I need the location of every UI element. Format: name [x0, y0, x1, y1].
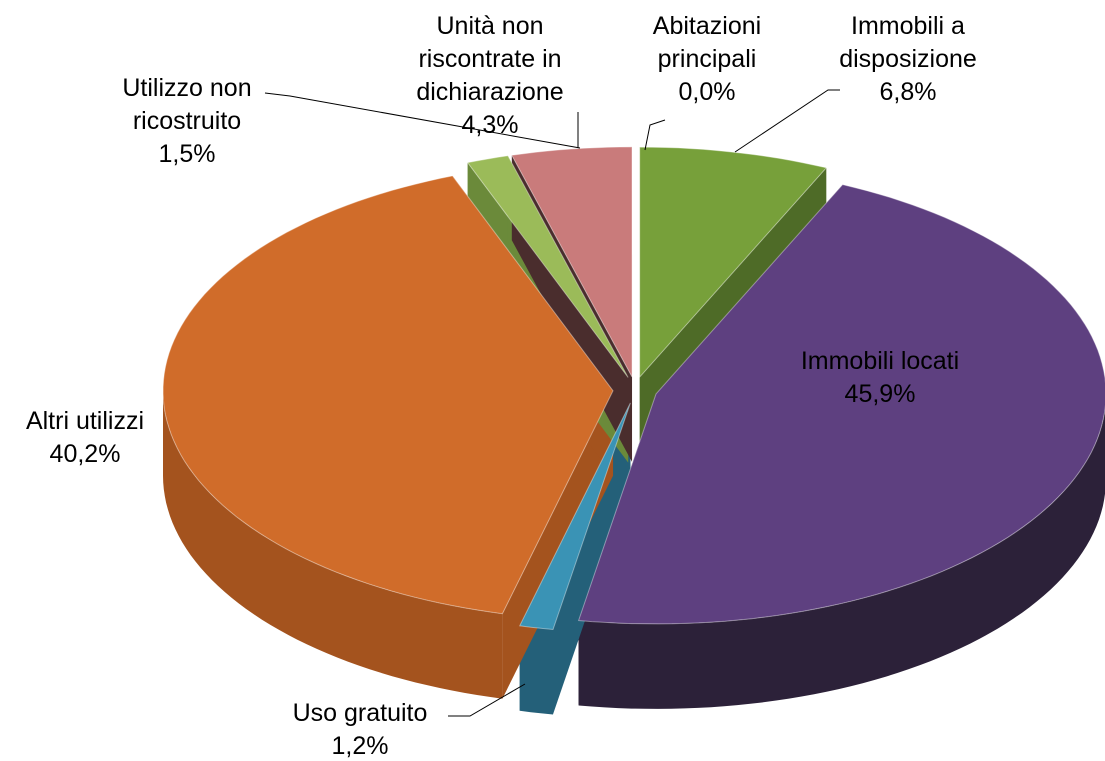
label-value: 1,5% [158, 140, 216, 168]
leader-line [734, 89, 840, 153]
label-name: Uso gratuito [292, 699, 428, 727]
slice-top [639, 146, 828, 379]
leader-line [264, 92, 581, 149]
slice-side [163, 390, 503, 699]
slice-side [578, 408, 1105, 709]
label-name: Altri utilizzi [25, 407, 145, 435]
label-name: Immobili a disposizione [839, 12, 977, 73]
label-name: Unità non riscontrate in dichiarazione [416, 12, 564, 106]
label-name: Immobili locati [800, 347, 960, 375]
slice-top [511, 146, 633, 378]
label: Immobili a disposizione 6,8% [818, 10, 998, 109]
label-value: 0,0% [678, 78, 736, 106]
label-value: 45,9% [844, 380, 916, 408]
label: Altri utilizzi 40,2% [0, 405, 170, 471]
label-name: Utilizzo non ricostruito [122, 74, 252, 135]
label-value: 40,2% [49, 440, 121, 468]
label-value: 1,2% [331, 732, 389, 760]
label: Unità non riscontrate in dichiarazione 4,… [390, 10, 590, 142]
leader-line [644, 119, 666, 151]
slice-top [162, 175, 614, 615]
slice-top [518, 402, 631, 631]
label: Uso gratuito 1,2% [260, 697, 460, 761]
label: Utilizzo non ricostruito 1,5% [97, 72, 277, 171]
tops [162, 146, 1105, 631]
slice-top [577, 184, 1105, 625]
slice-side [519, 625, 553, 715]
slice-top [466, 155, 629, 378]
label-value: 6,8% [879, 78, 937, 106]
leaders [264, 89, 840, 717]
leader-line [448, 683, 526, 717]
label: Immobili locati 45,9% [755, 345, 1005, 411]
label: Abitazioni principali 0,0% [632, 10, 782, 109]
label-value: 4,3% [461, 111, 519, 139]
label-name: Abitazioni principali [652, 12, 762, 73]
